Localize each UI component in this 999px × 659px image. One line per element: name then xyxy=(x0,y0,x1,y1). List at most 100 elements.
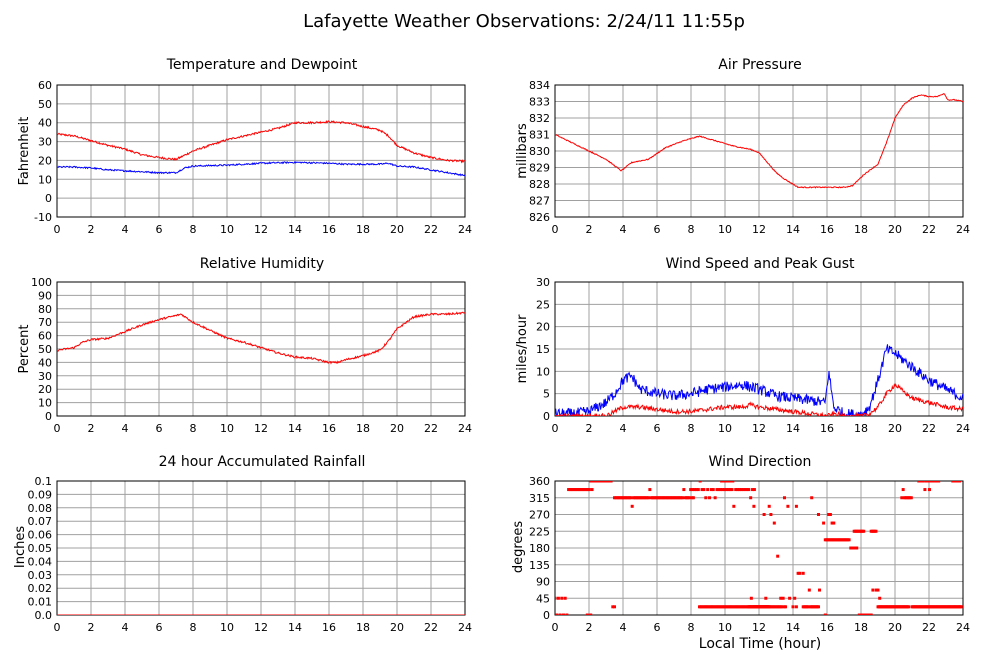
x-tick-label: 0 xyxy=(54,621,61,634)
x-tick-label: 14 xyxy=(786,621,800,634)
y-tick-label: 270 xyxy=(529,509,550,522)
direction-point xyxy=(691,496,695,500)
direction-point xyxy=(737,488,741,492)
direction-point xyxy=(901,488,905,492)
direction-point xyxy=(589,481,593,483)
chart-title-wind-speed: Wind Speed and Peak Gust xyxy=(666,256,855,272)
direction-point xyxy=(772,521,776,525)
direction-point xyxy=(556,596,560,600)
plot-humidity: 0 2 4 6 8 10 12 14 16 18 20 22 240102030405060708090… xyxy=(31,276,472,435)
y-tick-label: 0.04 xyxy=(28,555,53,568)
x-tick-label: 10 xyxy=(718,223,732,236)
series-group xyxy=(555,344,963,416)
direction-point xyxy=(769,513,773,516)
direction-point xyxy=(784,605,788,609)
y-tick-label: 832 xyxy=(529,112,550,125)
direction-point xyxy=(630,504,634,508)
x-tick-label: 6 xyxy=(156,422,163,435)
direction-point xyxy=(700,488,704,492)
direction-point xyxy=(560,596,564,600)
y-axis-label-pressure: millibars xyxy=(515,123,530,179)
direction-point xyxy=(739,488,743,492)
x-tick-label: 20 xyxy=(390,621,404,634)
y-tick-label: 10 xyxy=(38,173,52,186)
panel-wind-direction: Wind Direction degrees 0 2 4 6 8 10 12 14 16 18 20… xyxy=(511,454,970,634)
y-tick-label: 360 xyxy=(529,475,550,488)
y-tick-label: 60 xyxy=(38,79,52,92)
x-tick-label: 24 xyxy=(956,223,970,236)
series-line-1 xyxy=(555,383,963,416)
x-tick-label: 24 xyxy=(458,223,472,236)
x-tick-label: 24 xyxy=(956,621,970,634)
x-tick-label: 20 xyxy=(888,621,902,634)
direction-point xyxy=(745,488,749,492)
direction-point xyxy=(924,481,928,483)
x-tick-label: 10 xyxy=(220,422,234,435)
x-tick-label: 16 xyxy=(820,422,834,435)
y-tick-label: 831 xyxy=(529,129,550,142)
x-tick-label: 20 xyxy=(390,223,404,236)
chart-title-pressure: Air Pressure xyxy=(718,57,801,73)
x-tick-label: 18 xyxy=(854,223,868,236)
direction-point xyxy=(926,481,930,483)
x-tick-label: 16 xyxy=(820,223,834,236)
x-tick-label: 8 xyxy=(190,621,197,634)
direction-point xyxy=(871,588,875,592)
direction-point xyxy=(776,554,780,558)
direction-point xyxy=(823,613,827,615)
x-tick-label: 6 xyxy=(156,621,163,634)
direction-point xyxy=(682,488,686,492)
direction-point xyxy=(587,488,591,492)
x-tick-label: 12 xyxy=(752,223,766,236)
direction-point xyxy=(918,481,922,483)
y-tick-label: 40 xyxy=(38,117,52,130)
x-tick-label: 22 xyxy=(922,621,936,634)
direction-point xyxy=(613,605,616,609)
x-tick-label: 4 xyxy=(620,621,627,634)
direction-point xyxy=(828,513,832,516)
direction-point xyxy=(822,521,826,525)
direction-point xyxy=(562,613,565,615)
x-tick-label: 12 xyxy=(254,621,268,634)
y-tick-label: 90 xyxy=(38,289,52,302)
x-tick-label: 22 xyxy=(922,422,936,435)
direction-point xyxy=(704,496,708,500)
plot-frame xyxy=(56,84,466,218)
direction-point xyxy=(794,605,798,609)
direction-point xyxy=(719,488,723,492)
y-tick-label: 0 xyxy=(543,410,550,423)
direction-point xyxy=(929,481,933,483)
direction-point xyxy=(807,588,811,592)
direction-point xyxy=(874,588,878,592)
x-tick-label: 16 xyxy=(322,621,336,634)
direction-point xyxy=(696,488,700,492)
direction-point xyxy=(693,488,697,492)
y-tick-label: 0 xyxy=(45,410,52,423)
y-tick-label: 0.01 xyxy=(28,596,53,609)
direction-point xyxy=(731,481,735,483)
y-tick-label: 20 xyxy=(38,154,52,167)
direction-point xyxy=(555,613,559,615)
series-line-0 xyxy=(555,93,963,189)
direction-point xyxy=(648,488,652,492)
x-tick-label: 12 xyxy=(254,422,268,435)
series-line-0 xyxy=(555,344,963,416)
y-tick-label: 5 xyxy=(543,388,550,401)
y-tick-label: 45 xyxy=(536,592,550,605)
direction-point xyxy=(832,521,836,525)
direction-point xyxy=(810,496,814,500)
x-tick-label: 18 xyxy=(356,621,370,634)
x-tick-label: 24 xyxy=(956,422,970,435)
chart-title-humidity: Relative Humidity xyxy=(200,256,324,272)
x-tick-label: 16 xyxy=(820,621,834,634)
direction-point xyxy=(713,496,717,500)
x-tick-label: 2 xyxy=(88,621,95,634)
x-tick-label: 20 xyxy=(390,422,404,435)
y-tick-label: 0 xyxy=(543,609,550,622)
direction-point xyxy=(694,488,698,492)
page-title: Lafayette Weather Observations: 2/24/11 … xyxy=(303,11,745,32)
